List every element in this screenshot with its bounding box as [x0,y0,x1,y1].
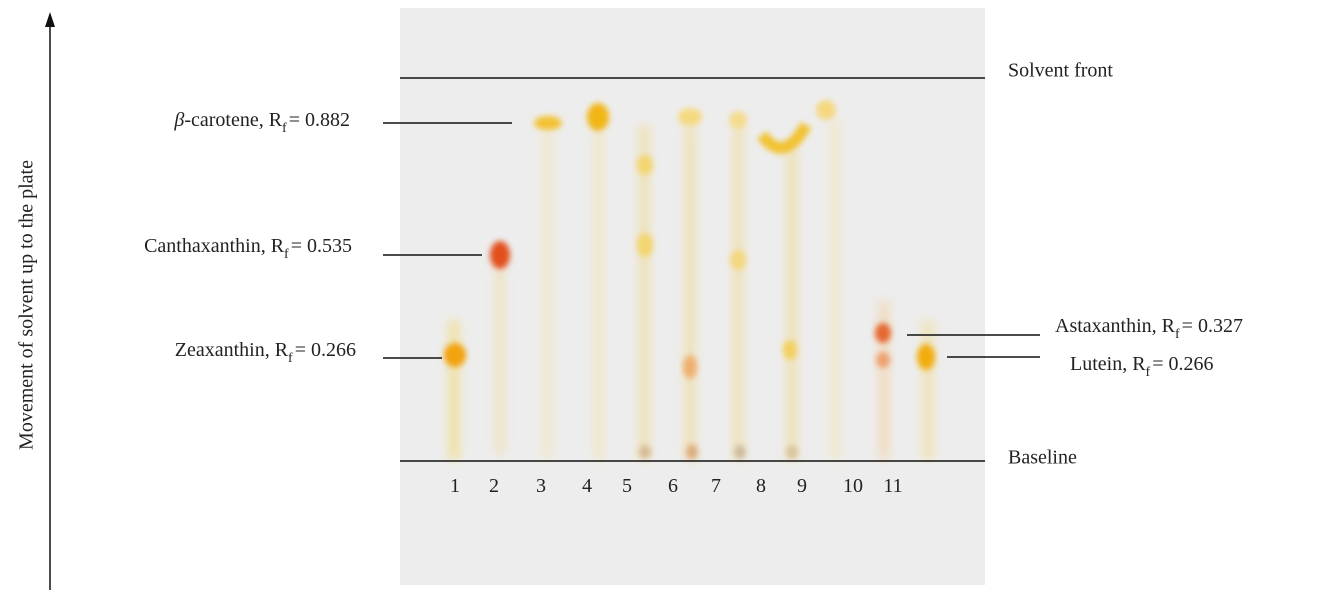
axis-label: Movement of solvent up to the plate [16,160,38,450]
label-sub: f [1175,327,1180,342]
lane-number: 5 [622,475,632,497]
label-sub: f [284,247,289,262]
compound-label: Lutein, Rf= 0.266 [1070,353,1214,380]
label-name: Lutein, R [1070,353,1146,375]
lane-number: 9 [797,475,807,497]
label-value: = 0.882 [289,109,350,131]
compound-label: Canthaxanthin, Rf= 0.535 [144,235,352,262]
lane-number: 8 [756,475,766,497]
label-italic: β [173,109,184,131]
lane-number: 6 [668,475,678,497]
figure: Movement of solvent up to the plate [0,0,1331,592]
label-value: = 0.266 [295,339,356,361]
lane-number: 2 [489,475,499,497]
lane-number: 11 [883,475,902,497]
label-value: = 0.535 [291,235,352,257]
label-sub: f [1146,365,1151,380]
lane-number: 10 [843,475,863,497]
label-value: = 0.266 [1152,353,1213,375]
label-name: Canthaxanthin, R [144,235,285,257]
lane-number: 1 [450,475,460,497]
label-sub: f [288,351,293,366]
compound-label: β-carotene, Rf= 0.882 [173,109,350,136]
solvent-front-label: Solvent front [1008,60,1113,82]
compound-label: Astaxanthin, Rf= 0.327 [1055,315,1243,342]
label-sub: f [282,121,287,136]
lane-number: 3 [536,475,546,497]
label-name: Astaxanthin, R [1055,315,1176,337]
lane-number: 7 [711,475,721,497]
baseline-label: Baseline [1008,447,1077,469]
lane-number: 4 [582,475,592,497]
label-value: = 0.327 [1182,315,1243,337]
arrow-head [45,12,55,27]
label-name: -carotene, R [184,109,282,131]
label-name: Zeaxanthin, R [175,339,289,361]
compound-label: Zeaxanthin, Rf= 0.266 [175,339,356,366]
